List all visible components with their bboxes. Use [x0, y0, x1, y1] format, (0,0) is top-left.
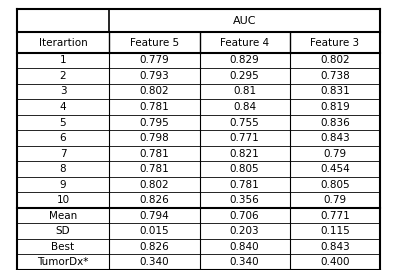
Text: 9: 9: [60, 180, 66, 190]
Text: Feature 3: Feature 3: [310, 38, 360, 48]
Text: 0.295: 0.295: [230, 71, 260, 81]
Text: 0.798: 0.798: [139, 133, 169, 143]
Text: 0.843: 0.843: [320, 242, 350, 252]
Text: 10: 10: [56, 195, 70, 205]
Text: 1: 1: [60, 55, 66, 65]
Text: 6: 6: [60, 133, 66, 143]
Text: 0.794: 0.794: [139, 211, 169, 221]
Text: Iterartion: Iterartion: [39, 38, 87, 48]
Text: 0.706: 0.706: [230, 211, 260, 221]
Text: 0.793: 0.793: [139, 71, 169, 81]
Text: 0.779: 0.779: [139, 55, 169, 65]
Text: 0.115: 0.115: [320, 226, 350, 236]
Text: 0.738: 0.738: [320, 71, 350, 81]
Text: 0.81: 0.81: [233, 86, 256, 96]
Text: 0.400: 0.400: [320, 257, 350, 267]
Text: 0.802: 0.802: [320, 55, 350, 65]
Text: AUC: AUC: [233, 16, 256, 26]
Text: Feature 4: Feature 4: [220, 38, 269, 48]
Text: SD: SD: [56, 226, 70, 236]
Text: 0.829: 0.829: [230, 55, 260, 65]
Text: 0.805: 0.805: [230, 164, 260, 174]
Text: 8: 8: [60, 164, 66, 174]
Text: 3: 3: [60, 86, 66, 96]
Text: 0.356: 0.356: [230, 195, 260, 205]
Text: 0.781: 0.781: [230, 180, 260, 190]
Text: Mean: Mean: [49, 211, 77, 221]
Text: 0.805: 0.805: [320, 180, 350, 190]
Text: 0.819: 0.819: [320, 102, 350, 112]
Text: 0.79: 0.79: [323, 195, 346, 205]
Text: 0.771: 0.771: [230, 133, 260, 143]
Text: Feature 5: Feature 5: [130, 38, 179, 48]
Text: 0.826: 0.826: [139, 195, 169, 205]
Text: 0.781: 0.781: [139, 164, 169, 174]
Text: 0.79: 0.79: [323, 148, 346, 158]
Text: 0.831: 0.831: [320, 86, 350, 96]
Text: 0.795: 0.795: [139, 117, 169, 127]
Text: 0.203: 0.203: [230, 226, 260, 236]
Text: 0.836: 0.836: [320, 117, 350, 127]
Text: 0.340: 0.340: [230, 257, 260, 267]
Text: 0.802: 0.802: [139, 180, 169, 190]
Text: 0.802: 0.802: [139, 86, 169, 96]
Text: 7: 7: [60, 148, 66, 158]
Text: TumorDx*: TumorDx*: [37, 257, 89, 267]
Text: 0.781: 0.781: [139, 148, 169, 158]
Text: 2: 2: [60, 71, 66, 81]
Text: 0.840: 0.840: [230, 242, 260, 252]
Text: 0.340: 0.340: [139, 257, 169, 267]
Text: 0.821: 0.821: [230, 148, 260, 158]
Text: 0.015: 0.015: [139, 226, 169, 236]
Text: 0.843: 0.843: [320, 133, 350, 143]
Text: Best: Best: [51, 242, 75, 252]
Text: 4: 4: [60, 102, 66, 112]
Text: 0.771: 0.771: [320, 211, 350, 221]
Text: 5: 5: [60, 117, 66, 127]
Text: 0.826: 0.826: [139, 242, 169, 252]
Text: 0.755: 0.755: [230, 117, 260, 127]
Text: 0.84: 0.84: [233, 102, 256, 112]
Text: 0.454: 0.454: [320, 164, 350, 174]
Text: 0.781: 0.781: [139, 102, 169, 112]
